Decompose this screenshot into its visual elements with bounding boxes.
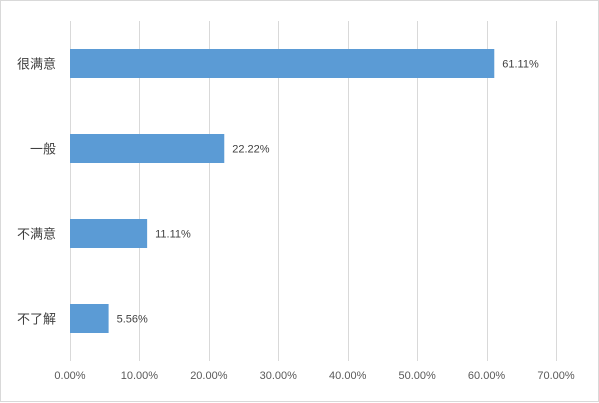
- x-tick-label-5: 50.00%: [398, 370, 436, 382]
- bars: [70, 49, 495, 333]
- category-label-3: 不了解: [17, 313, 56, 328]
- x-tick-label-2: 20.00%: [190, 370, 228, 382]
- x-tick-label-4: 40.00%: [329, 370, 367, 382]
- data-label-1: 22.22%: [232, 144, 270, 156]
- labels: 0.00% 10.00% 20.00% 30.00% 40.00% 50.00% 60.00…: [17, 57, 575, 383]
- x-tick-label-0: 0.00%: [54, 370, 85, 382]
- bar-2: [70, 219, 148, 248]
- category-label-2: 不满意: [17, 227, 56, 243]
- category-label-1: 一般: [30, 142, 56, 158]
- x-tick-label-6: 60.00%: [468, 370, 506, 382]
- category-label-0: 很满意: [17, 57, 56, 73]
- x-tick-label-3: 30.00%: [260, 370, 298, 382]
- data-label-2: 11.11%: [155, 229, 191, 241]
- bar-3: [70, 304, 109, 333]
- data-label-3: 5.56%: [117, 314, 148, 326]
- x-tick-label-1: 10.00%: [121, 370, 159, 382]
- data-label-0: 61.11%: [502, 59, 539, 71]
- bar-0: [70, 49, 495, 78]
- bar-1: [70, 134, 225, 163]
- x-tick-label-7: 70.00%: [537, 370, 575, 382]
